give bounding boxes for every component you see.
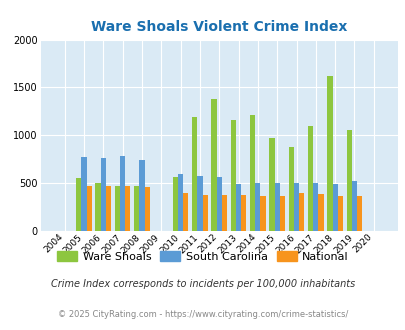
Bar [235, 183, 241, 231]
Bar [125, 186, 130, 231]
Bar [249, 115, 255, 231]
Bar [351, 181, 356, 231]
Bar [95, 183, 100, 231]
Bar [230, 120, 235, 231]
Bar [183, 193, 188, 231]
Bar [86, 186, 92, 231]
Bar [76, 178, 81, 231]
Text: © 2025 CityRating.com - https://www.cityrating.com/crime-statistics/: © 2025 CityRating.com - https://www.city… [58, 310, 347, 319]
Bar [356, 196, 361, 231]
Bar [293, 183, 298, 231]
Bar [274, 183, 279, 231]
Bar [332, 184, 337, 231]
Bar [326, 76, 332, 231]
Bar [318, 194, 323, 231]
Bar [197, 177, 202, 231]
Bar [120, 156, 125, 231]
Bar [100, 158, 106, 231]
Bar [298, 193, 304, 231]
Bar [279, 196, 284, 231]
Bar [173, 178, 177, 231]
Bar [307, 126, 313, 231]
Bar [106, 186, 111, 231]
Bar [211, 99, 216, 231]
Bar [192, 117, 197, 231]
Bar [221, 195, 226, 231]
Title: Ware Shoals Violent Crime Index: Ware Shoals Violent Crime Index [91, 20, 347, 34]
Bar [241, 195, 246, 231]
Bar [144, 187, 149, 231]
Bar [346, 130, 351, 231]
Bar [255, 183, 260, 231]
Bar [202, 195, 207, 231]
Bar [216, 178, 221, 231]
Bar [260, 196, 265, 231]
Bar [134, 186, 139, 231]
Bar [288, 147, 293, 231]
Legend: Ware Shoals, South Carolina, National: Ware Shoals, South Carolina, National [53, 247, 352, 266]
Bar [81, 157, 86, 231]
Bar [177, 174, 183, 231]
Bar [313, 183, 318, 231]
Bar [337, 196, 342, 231]
Bar [269, 138, 274, 231]
Bar [115, 186, 120, 231]
Text: Crime Index corresponds to incidents per 100,000 inhabitants: Crime Index corresponds to incidents per… [51, 279, 354, 289]
Bar [139, 160, 144, 231]
